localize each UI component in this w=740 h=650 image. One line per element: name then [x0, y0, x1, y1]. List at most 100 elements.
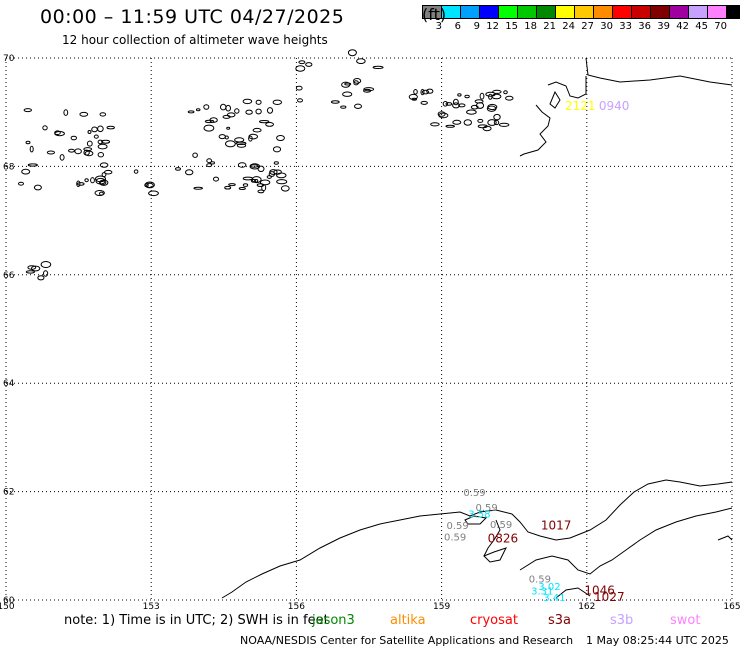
ice-contour: [295, 65, 306, 72]
lon-tick-label: 150: [0, 602, 15, 612]
ice-contour: [463, 119, 472, 126]
legend-label: 6: [454, 21, 461, 32]
ice-contour: [242, 176, 254, 181]
coastline-segment: [549, 90, 561, 109]
coastline-segment: [221, 509, 513, 599]
ice-contour: [33, 184, 42, 191]
ice-contour: [276, 179, 288, 185]
swh-annotation: 0.59: [463, 488, 485, 499]
ice-contour: [249, 163, 261, 170]
ice-contour: [257, 165, 265, 173]
ice-contour: [213, 176, 219, 182]
coastline-segment: [483, 519, 501, 557]
ice-contour: [185, 169, 194, 176]
ice-contour: [18, 181, 24, 186]
ice-contour: [477, 118, 484, 123]
swh-annotation: 0.59: [490, 520, 512, 531]
ice-contour: [87, 130, 92, 134]
ice-contour: [97, 143, 108, 150]
lat-tick-label: 66: [3, 271, 15, 281]
ice-contour: [97, 152, 105, 158]
ice-contour: [25, 140, 31, 145]
ice-contour: [144, 183, 149, 188]
ice-contour: [228, 183, 236, 187]
ice-contour: [79, 111, 89, 117]
ice-contour: [222, 114, 231, 119]
ice-contour: [255, 108, 262, 115]
ice-contour: [248, 133, 258, 140]
ice-contour: [259, 179, 271, 186]
coastline-segment: [585, 57, 733, 86]
ice-contour: [474, 99, 484, 104]
ice-contour: [99, 162, 109, 168]
swh-annotation: 0.59: [475, 503, 497, 514]
ice-contour: [442, 101, 449, 107]
ice-contour: [413, 89, 418, 95]
ice-contour: [234, 108, 240, 114]
ice-contour: [356, 58, 366, 64]
ice-contour: [43, 270, 49, 277]
lon-tick-label: 165: [723, 602, 740, 612]
legend-bin: [726, 5, 740, 19]
ice-contour: [206, 158, 213, 164]
graticule: [5, 57, 733, 601]
legend-bin: 42: [669, 5, 689, 32]
ice-contour: [265, 122, 275, 127]
ice-contour: [40, 261, 52, 268]
color-legend: 3 6 9 12 15 18 21 24 27 30 33 36 39 42 45 70: [422, 5, 740, 32]
swh-annotation: 2121: [565, 99, 596, 113]
ice-contour: [493, 119, 500, 126]
ice-contour: [63, 109, 69, 116]
satellite-cryosat: cryosat: [470, 613, 518, 628]
swh-annotation: 1027: [594, 590, 625, 604]
lat-tick-label: 68: [3, 162, 15, 172]
ice-contour: [421, 89, 430, 95]
ice-contour: [452, 102, 460, 109]
satellite-s3b: s3b: [610, 613, 634, 628]
ice-contour: [295, 85, 303, 91]
swh-annotation: 3.31: [531, 587, 553, 598]
ice-contour: [347, 49, 357, 57]
ice-contour: [76, 180, 81, 188]
ice-contour: [466, 109, 477, 115]
lon-tick-label: 156: [288, 602, 305, 612]
ice-contour: [250, 164, 259, 168]
lat-tick-label: 62: [3, 488, 14, 498]
ice-contour: [23, 108, 32, 113]
ice-contour: [209, 161, 215, 165]
ice-contour: [276, 135, 285, 141]
ice-contour: [272, 146, 282, 153]
ice-contour: [218, 134, 227, 140]
ice-contour: [470, 104, 479, 110]
satellite-s3a: s3a: [548, 613, 572, 628]
ice-contour: [59, 154, 65, 161]
ice-contour: [408, 93, 418, 100]
ice-contour: [192, 152, 198, 158]
ice-contour: [206, 163, 213, 168]
ice-contour: [266, 175, 272, 179]
ice-contour: [95, 175, 106, 183]
lat-tick-label: 64: [3, 379, 15, 389]
ice-contour: [498, 122, 510, 127]
ice-contour: [29, 145, 34, 153]
ice-contour: [203, 104, 210, 110]
satellite-jason3: jason3: [312, 613, 355, 628]
ice-contour: [420, 88, 425, 96]
swh-annotation: 0.59: [444, 532, 466, 543]
ice-contour: [437, 111, 446, 117]
ice-contour: [276, 172, 287, 179]
legend-label: 39: [657, 21, 670, 32]
ice-contour: [411, 97, 417, 101]
ice-contour: [250, 178, 256, 183]
ice-contour: [91, 126, 98, 133]
legend-label: 24: [562, 21, 575, 32]
ice-contour: [486, 105, 497, 112]
ice-contour: [93, 134, 99, 139]
ice-contour: [330, 100, 340, 104]
ice-contour: [245, 109, 253, 115]
ice-contour: [46, 150, 56, 155]
ice-contour: [224, 185, 232, 190]
ice-contour: [354, 103, 362, 110]
legend-label: 12: [486, 21, 499, 32]
ice-contour: [86, 140, 93, 147]
